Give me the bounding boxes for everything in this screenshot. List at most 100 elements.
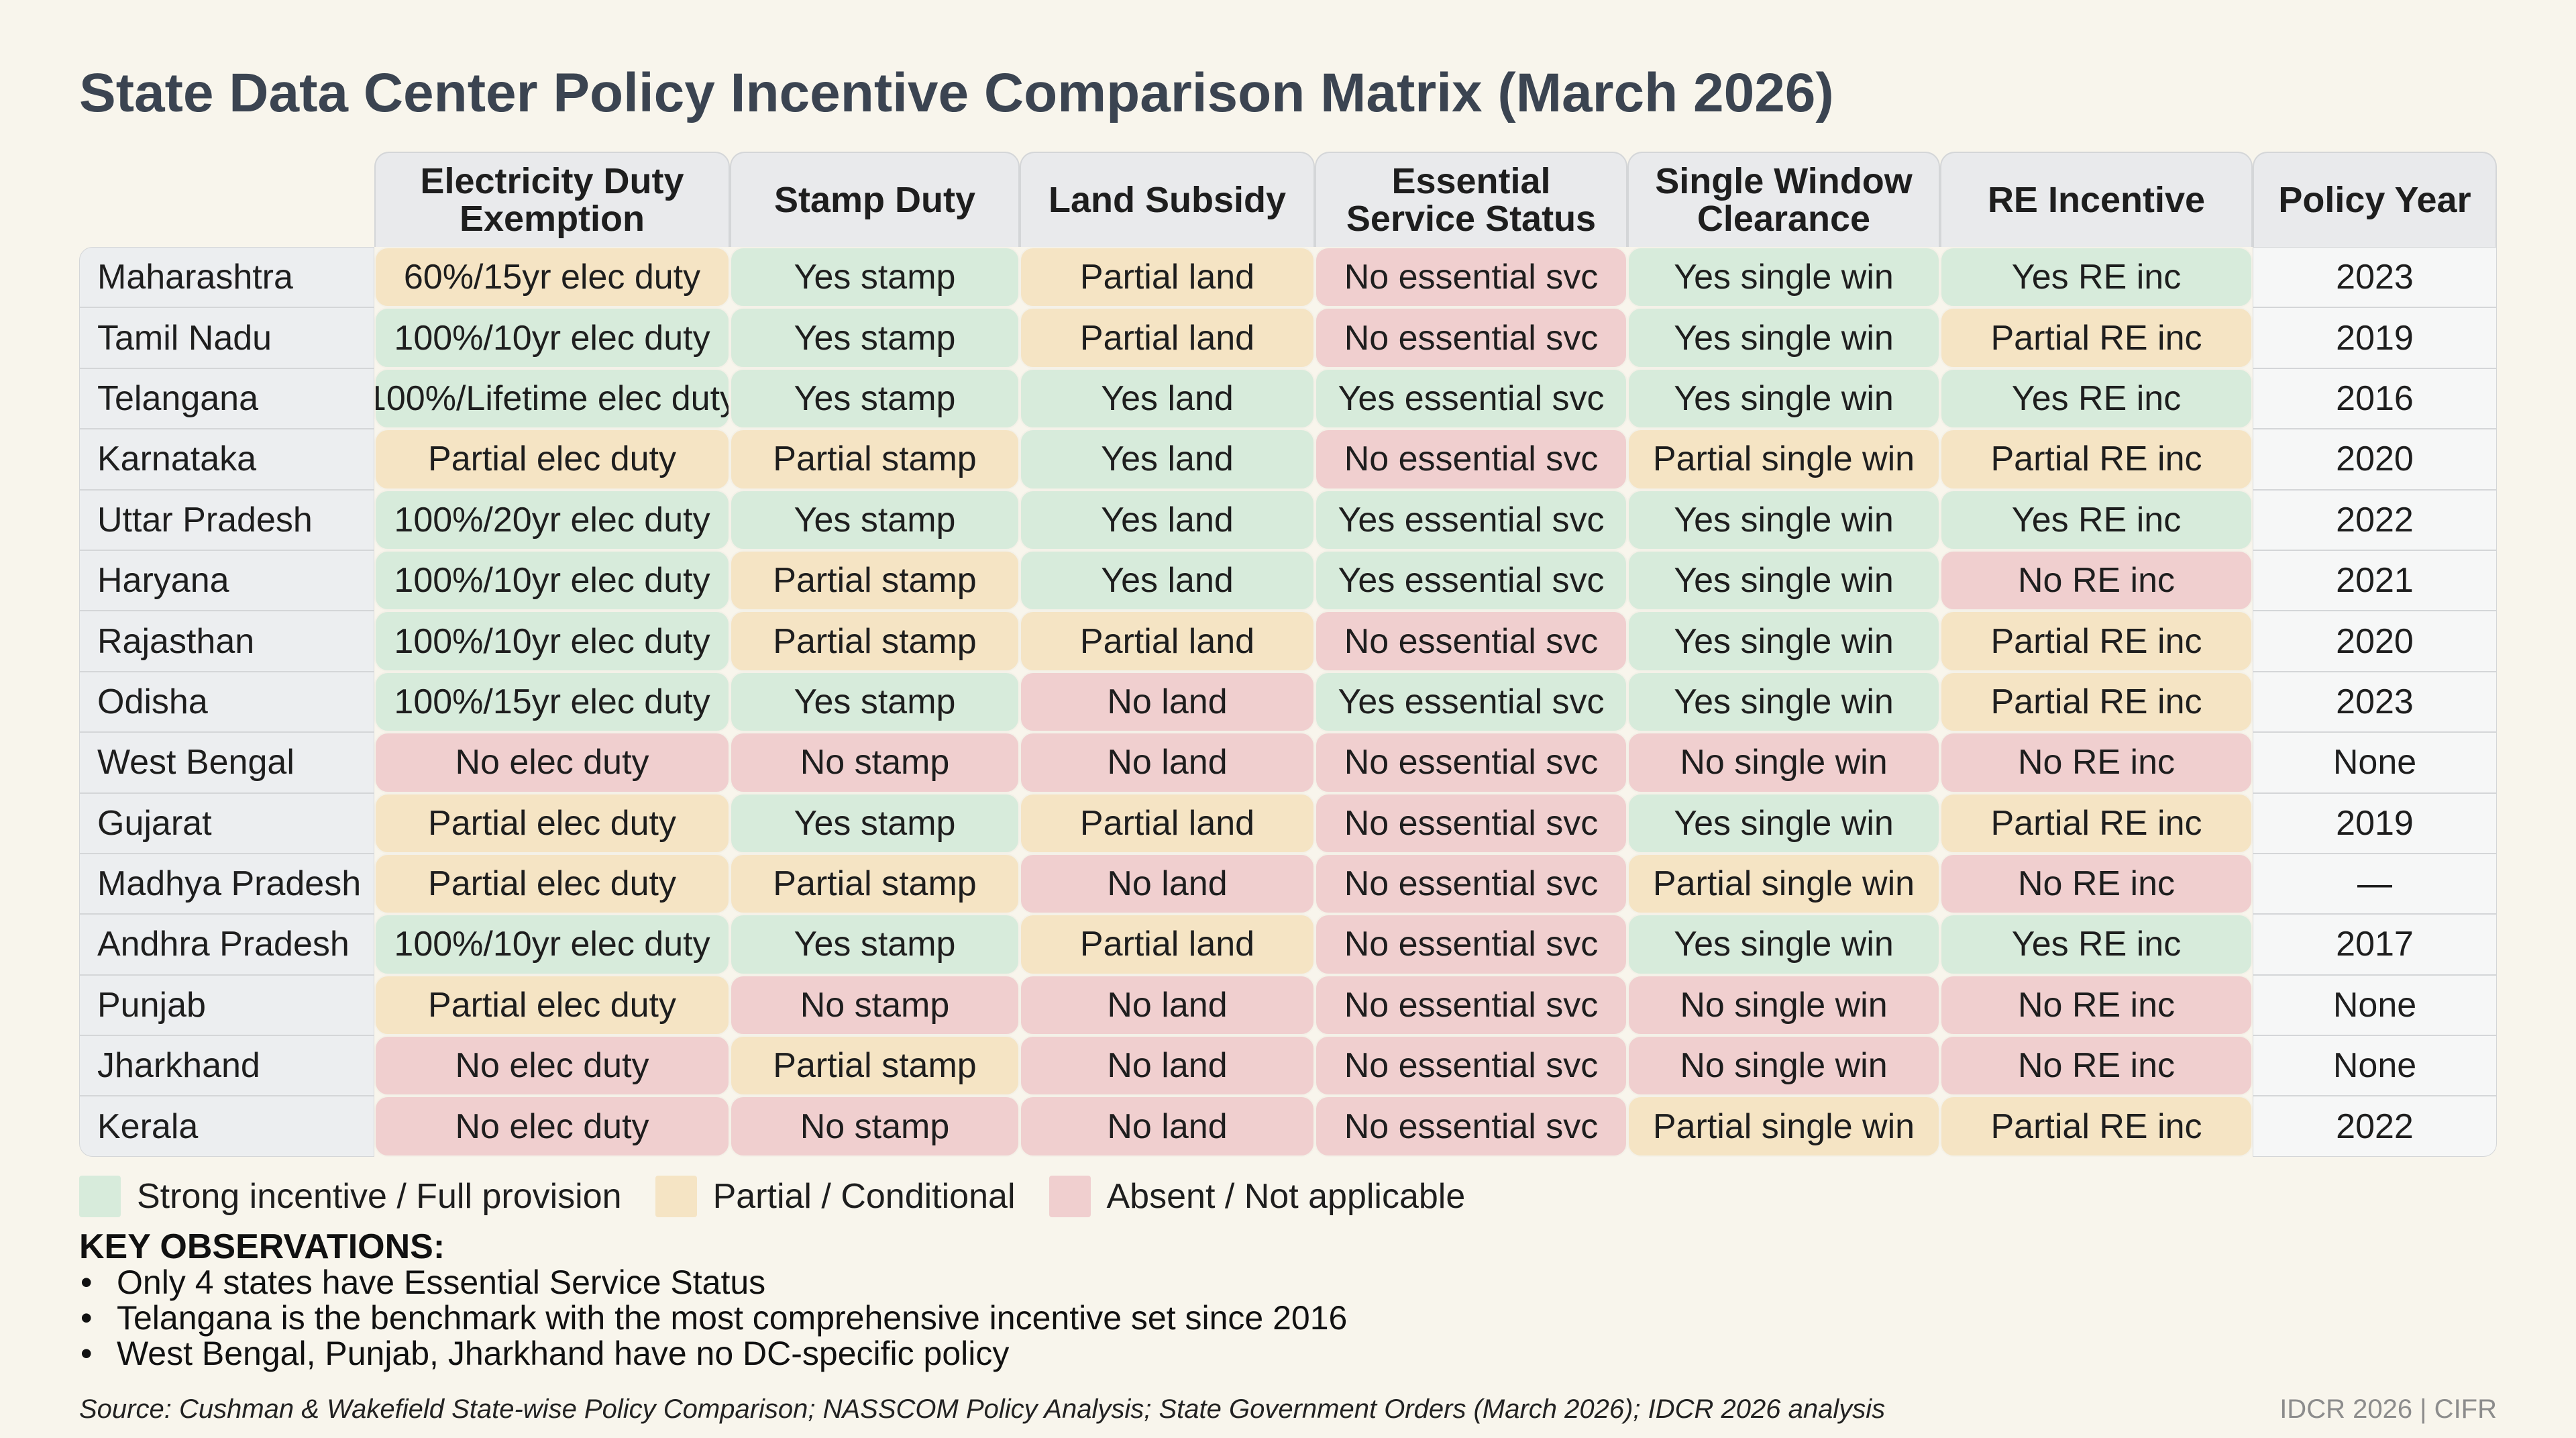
observation-text: Only 4 states have Essential Service Sta… <box>117 1264 766 1301</box>
key-observations: KEY OBSERVATIONS: • Only 4 states have Es… <box>79 1229 1347 1372</box>
legend-swatch <box>655 1176 697 1217</box>
incentive-cell: Yes stamp <box>730 792 1020 854</box>
legend-swatch <box>79 1176 121 1217</box>
incentive-cell: Partial elec duty <box>374 853 730 915</box>
incentive-cell: No essential svc <box>1315 611 1627 672</box>
incentive-cell: Partial single win <box>1627 1096 1940 1157</box>
legend-item: Strong incentive / Full provision <box>79 1176 622 1217</box>
incentive-cell: No elec duty <box>374 732 730 793</box>
incentive-cell: No RE inc <box>1940 1035 2253 1096</box>
incentive-cell: No single win <box>1627 732 1940 793</box>
policy-matrix-table: Electricity Duty Exemption Stamp Duty Land… <box>79 152 2497 1157</box>
state-name: Tamil Nadu <box>79 307 374 368</box>
policy-year-cell: None <box>2253 974 2497 1036</box>
table-row: Tamil Nadu 100%/10yr elec duty Yes stamp Pa… <box>79 307 2497 368</box>
incentive-cell: Partial land <box>1020 914 1315 975</box>
policy-year-cell: 2017 <box>2253 914 2497 975</box>
table-row: Punjab Partial elec duty No stamp No land No… <box>79 974 2497 1036</box>
state-name: Andhra Pradesh <box>79 914 374 975</box>
table-header-row: Electricity Duty Exemption Stamp Duty Land… <box>79 152 2497 247</box>
table-row: Karnataka Partial elec duty Partial stamp Y… <box>79 429 2497 490</box>
incentive-cell: Yes single win <box>1627 368 1940 429</box>
incentive-cell: Yes single win <box>1627 550 1940 611</box>
incentive-cell: 100%/Lifetime elec duty <box>374 368 730 429</box>
incentive-cell: Yes RE inc <box>1940 489 2253 550</box>
incentive-cell: Partial RE inc <box>1940 1096 2253 1157</box>
table-row: Kerala No elec duty No stamp No land No esse… <box>79 1096 2497 1157</box>
incentive-cell: No RE inc <box>1940 550 2253 611</box>
incentive-cell: No essential svc <box>1315 974 1627 1036</box>
policy-year-cell: None <box>2253 1035 2497 1096</box>
incentive-cell: No essential svc <box>1315 914 1627 975</box>
incentive-cell: Partial stamp <box>730 429 1020 490</box>
observation-item: • Telangana is the benchmark with the mos… <box>79 1300 1347 1336</box>
incentive-cell: No elec duty <box>374 1035 730 1096</box>
table-row: Maharashtra 60%/15yr elec duty Yes stamp Pa… <box>79 247 2497 308</box>
incentive-cell: Yes single win <box>1627 489 1940 550</box>
incentive-cell: Partial RE inc <box>1940 671 2253 733</box>
table-row: Telangana 100%/Lifetime elec duty Yes stam… <box>79 368 2497 429</box>
incentive-cell: No essential svc <box>1315 1035 1627 1096</box>
incentive-cell: Partial land <box>1020 247 1315 308</box>
table-row: Gujarat Partial elec duty Yes stamp Partial… <box>79 792 2497 854</box>
incentive-cell: Partial elec duty <box>374 974 730 1036</box>
observation-item: • Only 4 states have Essential Service St… <box>79 1265 1347 1300</box>
incentive-cell: Yes land <box>1020 429 1315 490</box>
incentive-cell: Yes essential svc <box>1315 368 1627 429</box>
policy-year-cell: 2020 <box>2253 611 2497 672</box>
incentive-cell: 100%/20yr elec duty <box>374 489 730 550</box>
incentive-cell: Yes essential svc <box>1315 489 1627 550</box>
incentive-cell: 100%/10yr elec duty <box>374 914 730 975</box>
footer-credit: IDCR 2026 | CIFR <box>2279 1394 2497 1424</box>
incentive-cell: No RE inc <box>1940 732 2253 793</box>
observations-title: KEY OBSERVATIONS: <box>79 1227 445 1266</box>
state-name: West Bengal <box>79 732 374 793</box>
incentive-cell: No stamp <box>730 974 1020 1036</box>
incentive-cell: No land <box>1020 1096 1315 1157</box>
observations-list: • Only 4 states have Essential Service St… <box>79 1265 1347 1372</box>
table-row: Odisha 100%/15yr elec duty Yes stamp No lan… <box>79 671 2497 733</box>
incentive-cell: Yes RE inc <box>1940 247 2253 308</box>
state-name: Punjab <box>79 974 374 1036</box>
legend-item: Partial / Conditional <box>655 1176 1016 1217</box>
incentive-cell: Yes single win <box>1627 247 1940 308</box>
policy-year-cell: 2022 <box>2253 1096 2497 1157</box>
incentive-cell: Yes stamp <box>730 247 1020 308</box>
state-name: Karnataka <box>79 429 374 490</box>
incentive-cell: 100%/10yr elec duty <box>374 307 730 368</box>
incentive-cell: Yes single win <box>1627 914 1940 975</box>
legend-label: Absent / Not applicable <box>1106 1177 1466 1216</box>
incentive-cell: Yes essential svc <box>1315 671 1627 733</box>
state-name: Rajasthan <box>79 611 374 672</box>
policy-year-cell: 2019 <box>2253 792 2497 854</box>
incentive-cell: Yes single win <box>1627 671 1940 733</box>
table-row: Jharkhand No elec duty Partial stamp No lan… <box>79 1035 2497 1096</box>
state-name: Telangana <box>79 368 374 429</box>
column-header: Essential Service Status <box>1315 152 1627 247</box>
column-header: Policy Year <box>2253 152 2497 247</box>
source-note: Source: Cushman & Wakefield State-wise P… <box>79 1394 1886 1424</box>
legend: Strong incentive / Full provision Partial… <box>79 1176 1499 1217</box>
column-header: Single Window Clearance <box>1627 152 1940 247</box>
legend-item: Absent / Not applicable <box>1049 1176 1466 1217</box>
incentive-cell: Partial elec duty <box>374 429 730 490</box>
incentive-cell: 60%/15yr elec duty <box>374 247 730 308</box>
incentive-cell: Partial RE inc <box>1940 611 2253 672</box>
column-header: Stamp Duty <box>730 152 1020 247</box>
incentive-cell: No elec duty <box>374 1096 730 1157</box>
incentive-cell: Yes RE inc <box>1940 914 2253 975</box>
table-row: Andhra Pradesh 100%/10yr elec duty Yes sta… <box>79 914 2497 975</box>
state-name: Haryana <box>79 550 374 611</box>
table-row: Madhya Pradesh Partial elec duty Partial s… <box>79 853 2497 915</box>
incentive-cell: No essential svc <box>1315 429 1627 490</box>
incentive-cell: No essential svc <box>1315 247 1627 308</box>
incentive-cell: No essential svc <box>1315 732 1627 793</box>
incentive-cell: Yes single win <box>1627 611 1940 672</box>
incentive-cell: Partial land <box>1020 792 1315 854</box>
incentive-cell: Yes land <box>1020 368 1315 429</box>
observation-text: West Bengal, Punjab, Jharkhand have no D… <box>117 1335 1010 1372</box>
column-header: RE Incentive <box>1940 152 2253 247</box>
policy-year-cell: 2023 <box>2253 247 2497 308</box>
column-header: Electricity Duty Exemption <box>374 152 730 247</box>
incentive-cell: Partial stamp <box>730 611 1020 672</box>
